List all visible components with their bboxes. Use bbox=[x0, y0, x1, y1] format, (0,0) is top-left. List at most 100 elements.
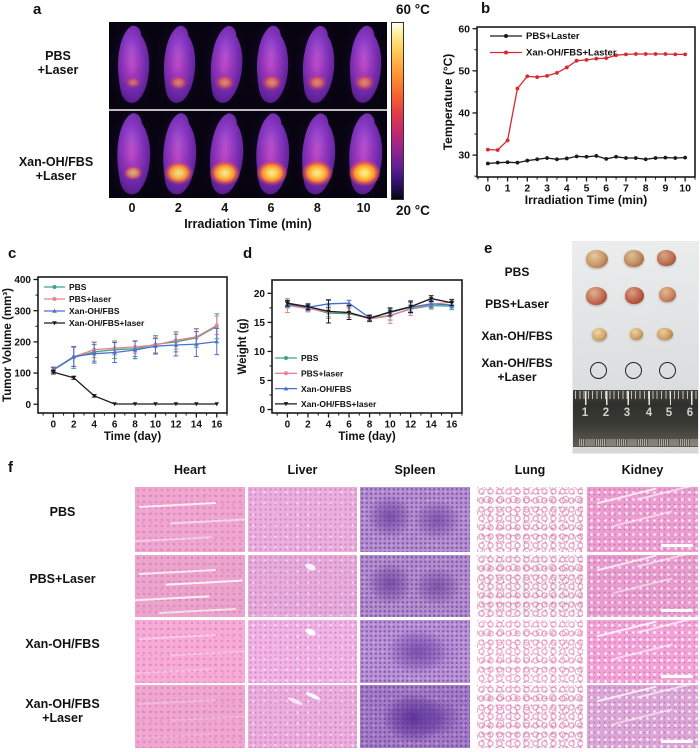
series-Xan-OH/FBS+laser bbox=[50, 369, 219, 407]
histology-liver-row3 bbox=[248, 685, 357, 748]
svg-text:400: 400 bbox=[14, 275, 31, 286]
organ-header-spleen: Spleen bbox=[394, 463, 436, 477]
tumor-r1-1 bbox=[624, 287, 644, 304]
chart-d-weight: 0 2 4 6 8 10 12 14 16 0 5 10 15 20 Time (day) Weight (g… bbox=[237, 279, 463, 443]
legend-label-Xan-OH/FBS+laser: Xan-OH/FBS+laser bbox=[301, 399, 377, 409]
tumor-row-label-0: PBS bbox=[504, 265, 530, 279]
histology-lung-row3 bbox=[477, 685, 583, 748]
legend-label-PBS+Laster: PBS+Laster bbox=[526, 31, 580, 42]
svg-text:10: 10 bbox=[150, 420, 162, 431]
panel-a-label: a bbox=[33, 1, 42, 18]
svg-text:300: 300 bbox=[14, 306, 31, 317]
mouse-thermal-graphic bbox=[256, 113, 290, 195]
thermal-time-label-8: 8 bbox=[313, 201, 321, 215]
series-Xan-OH/FBS+Laster bbox=[485, 52, 688, 152]
histology-heart-row3 bbox=[135, 685, 245, 748]
svg-text:3: 3 bbox=[544, 183, 550, 195]
tumor-r2-2 bbox=[657, 328, 673, 340]
thermal-time-label-4: 4 bbox=[221, 201, 229, 215]
ruler-number-2: 2 bbox=[602, 407, 610, 419]
histology-spleen-row1 bbox=[360, 555, 470, 617]
svg-text:10: 10 bbox=[385, 420, 397, 431]
legend-label-PBS+laser: PBS+laser bbox=[301, 369, 344, 379]
tumor-row-label-2: Xan-OH/FBS bbox=[481, 329, 553, 343]
svg-text:60: 60 bbox=[458, 23, 470, 35]
histology-heart-row2 bbox=[135, 620, 245, 683]
legend-label-PBS+laser: PBS+laser bbox=[69, 294, 112, 304]
ruler-number-3: 3 bbox=[623, 407, 631, 419]
thermal-image-r0-t1 bbox=[155, 22, 201, 108]
svg-text:1: 1 bbox=[505, 183, 511, 195]
temperature-colorbar bbox=[391, 22, 404, 200]
thermal-image-r0-t3 bbox=[248, 22, 293, 108]
thermal-image-r0-t2 bbox=[201, 22, 247, 108]
series-Xan-OH/FBS+laser bbox=[285, 295, 455, 324]
tumor-r2-0 bbox=[591, 328, 607, 341]
svg-text:12: 12 bbox=[405, 420, 417, 431]
thermal-time-label-10: 10 bbox=[356, 201, 371, 215]
axes: 0 2 4 6 8 10 12 14 16 0 100 200 300 400 bbox=[14, 275, 228, 431]
svg-text:2: 2 bbox=[305, 420, 311, 431]
thermal-time-label-0: 0 bbox=[128, 201, 136, 215]
histology-row-label-2: Xan-OH/FBS bbox=[25, 637, 100, 651]
y-axis-label: Temperature (°C) bbox=[443, 54, 455, 151]
thermal-image-r1-t5 bbox=[340, 111, 386, 198]
histology-lung-row2 bbox=[477, 620, 583, 683]
svg-text:16: 16 bbox=[211, 420, 223, 431]
svg-text:0: 0 bbox=[25, 400, 31, 411]
svg-text:30: 30 bbox=[458, 150, 470, 162]
histology-heart-row1 bbox=[135, 555, 245, 617]
svg-text:20: 20 bbox=[254, 289, 266, 300]
histology-lung-row1 bbox=[477, 555, 583, 617]
organ-header-lung: Lung bbox=[514, 463, 546, 477]
y-axis-label: Tumor Volume (mm³) bbox=[2, 288, 14, 402]
svg-text:16: 16 bbox=[446, 420, 458, 431]
mouse-thermal-graphic bbox=[209, 113, 243, 195]
legend: PBS PBS+laser Xan-OH/FBS Xan-OH/FBS+laser bbox=[275, 353, 377, 409]
mouse-thermal-graphic bbox=[347, 113, 382, 195]
mouse-thermal-graphic bbox=[163, 113, 197, 195]
mouse-thermal-graphic bbox=[164, 25, 196, 103]
svg-text:0: 0 bbox=[259, 405, 265, 416]
histology-heart-row0 bbox=[135, 487, 245, 552]
organ-header-liver: Liver bbox=[287, 463, 318, 477]
svg-text:40: 40 bbox=[458, 108, 470, 120]
svg-text:50: 50 bbox=[458, 65, 470, 77]
histology-kidney-row3 bbox=[587, 685, 698, 748]
legend-label-Xan-OH/FBS+Laster: Xan-OH/FBS+Laster bbox=[526, 48, 617, 59]
tumor-r1-2 bbox=[658, 287, 676, 302]
x-axis-label: Irradiation Time (min) bbox=[525, 193, 647, 207]
panel-d-label: d bbox=[243, 245, 253, 262]
svg-text:8: 8 bbox=[367, 420, 373, 431]
svg-text:2: 2 bbox=[524, 183, 530, 195]
svg-text:14: 14 bbox=[191, 420, 203, 431]
svg-text:6: 6 bbox=[112, 420, 118, 431]
histology-liver-row1 bbox=[248, 555, 357, 617]
chart-c-tumor-volume: 0 2 4 6 8 10 12 14 16 0 100 200 300 400 Time (day) Tumo… bbox=[2, 275, 228, 443]
histology-liver-row0 bbox=[248, 487, 357, 552]
empty-tumor-circle-0 bbox=[590, 362, 607, 379]
tumor-r0-2 bbox=[656, 250, 676, 266]
x-axis-label: Time (day) bbox=[104, 431, 161, 443]
svg-text:5: 5 bbox=[584, 183, 590, 195]
svg-text:8: 8 bbox=[132, 420, 138, 431]
tumor-row-label-3: Xan-OH/FBS +Laser bbox=[481, 356, 553, 384]
mouse-thermal-graphic bbox=[349, 25, 381, 103]
organ-header-heart: Heart bbox=[174, 463, 206, 477]
empty-tumor-circle-1 bbox=[625, 362, 642, 379]
thermal-image-r1-t4 bbox=[294, 111, 340, 198]
legend-label-Xan-OH/FBS: Xan-OH/FBS bbox=[69, 306, 120, 316]
mouse-thermal-graphic bbox=[256, 25, 289, 103]
colorbar-max-label: 60 °C bbox=[396, 2, 430, 17]
thermal-time-label-2: 2 bbox=[174, 201, 182, 215]
legend-label-PBS: PBS bbox=[301, 353, 319, 363]
y-axis-label: Weight (g) bbox=[237, 318, 249, 374]
mouse-thermal-graphic bbox=[117, 113, 151, 195]
series-Xan-OH/FBS bbox=[50, 327, 220, 373]
scale-bar bbox=[661, 544, 693, 547]
svg-text:10: 10 bbox=[254, 347, 266, 358]
scale-bar bbox=[661, 609, 693, 612]
thermal-xaxis-label: Irradiation Time (min) bbox=[184, 217, 312, 231]
histology-lung-row0 bbox=[477, 487, 583, 552]
histology-spleen-row0 bbox=[360, 487, 470, 552]
